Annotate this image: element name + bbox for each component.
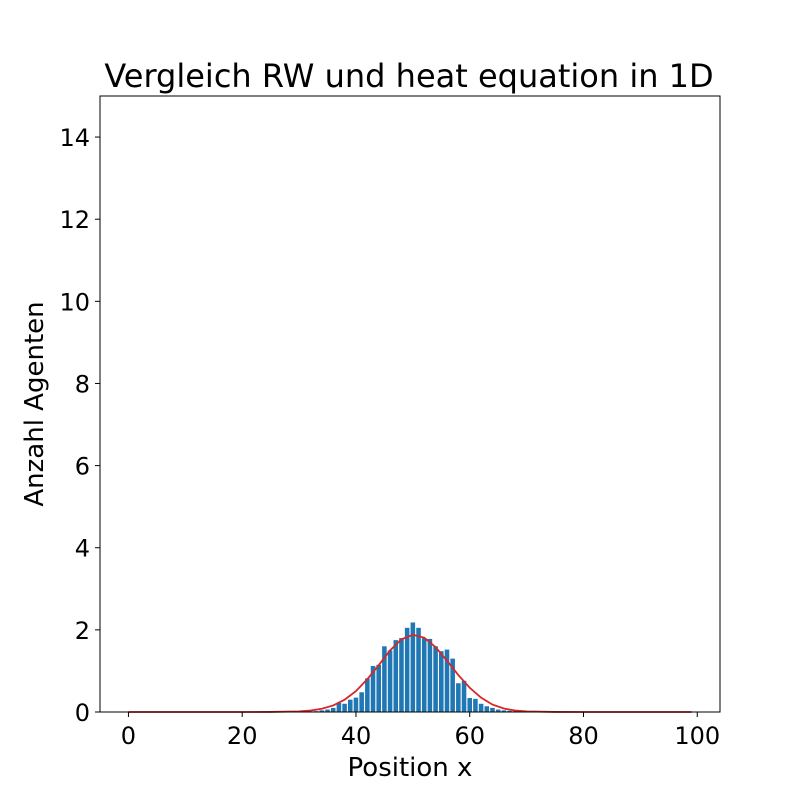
bar bbox=[439, 651, 444, 712]
bar bbox=[342, 703, 347, 712]
y-axis-label: Anzahl Agenten bbox=[20, 301, 50, 506]
bar bbox=[490, 707, 495, 712]
x-tick-label: 80 bbox=[568, 722, 599, 750]
bar bbox=[353, 697, 359, 712]
x-tick-label: 100 bbox=[674, 722, 720, 750]
y-tick-label: 0 bbox=[75, 699, 90, 727]
bar bbox=[450, 658, 455, 712]
y-tick-label: 12 bbox=[59, 206, 90, 234]
bar bbox=[376, 664, 381, 712]
bar bbox=[359, 692, 364, 712]
bar bbox=[404, 627, 410, 712]
chart-title: Vergleich RW und heat equation in 1D bbox=[104, 57, 713, 95]
bar bbox=[473, 698, 478, 712]
bar bbox=[501, 710, 507, 712]
y-tick-label: 8 bbox=[75, 370, 90, 398]
y-tick-label: 6 bbox=[75, 453, 90, 481]
x-tick-label: 0 bbox=[121, 722, 136, 750]
bar bbox=[416, 627, 421, 712]
bar bbox=[330, 707, 336, 712]
bar bbox=[336, 702, 342, 712]
bar-series bbox=[313, 622, 518, 712]
bar bbox=[382, 646, 387, 712]
y-tick-label: 10 bbox=[59, 288, 90, 316]
bar bbox=[495, 709, 501, 712]
x-tick-label: 40 bbox=[341, 722, 372, 750]
bar bbox=[319, 710, 325, 712]
bar bbox=[387, 650, 393, 712]
y-tick-label: 2 bbox=[75, 617, 90, 645]
x-tick-label: 20 bbox=[227, 722, 258, 750]
y-tick-label: 4 bbox=[75, 535, 90, 563]
x-tick-label: 60 bbox=[454, 722, 485, 750]
bar bbox=[370, 666, 376, 712]
bar bbox=[484, 706, 490, 712]
y-tick-label: 14 bbox=[59, 124, 90, 152]
bar bbox=[410, 622, 416, 712]
bar bbox=[433, 646, 438, 712]
bar bbox=[427, 638, 433, 712]
bar bbox=[461, 680, 467, 712]
bar bbox=[421, 638, 427, 712]
bar bbox=[507, 710, 512, 712]
bar bbox=[348, 699, 353, 712]
bar bbox=[365, 678, 370, 712]
heat-equation-curve bbox=[128, 633, 692, 713]
x-axis-label: Position x bbox=[348, 753, 473, 783]
y-axis-ticks: 0 2 4 6 8 10 12 14 bbox=[59, 124, 100, 727]
bar bbox=[467, 698, 472, 712]
bar bbox=[393, 640, 399, 712]
bar bbox=[478, 703, 484, 712]
bar bbox=[399, 638, 404, 712]
x-axis-ticks: 0 20 40 60 80 100 bbox=[121, 712, 720, 750]
bar bbox=[444, 649, 450, 712]
plot-frame bbox=[99, 95, 721, 713]
bar bbox=[456, 683, 461, 712]
bar bbox=[325, 709, 330, 712]
